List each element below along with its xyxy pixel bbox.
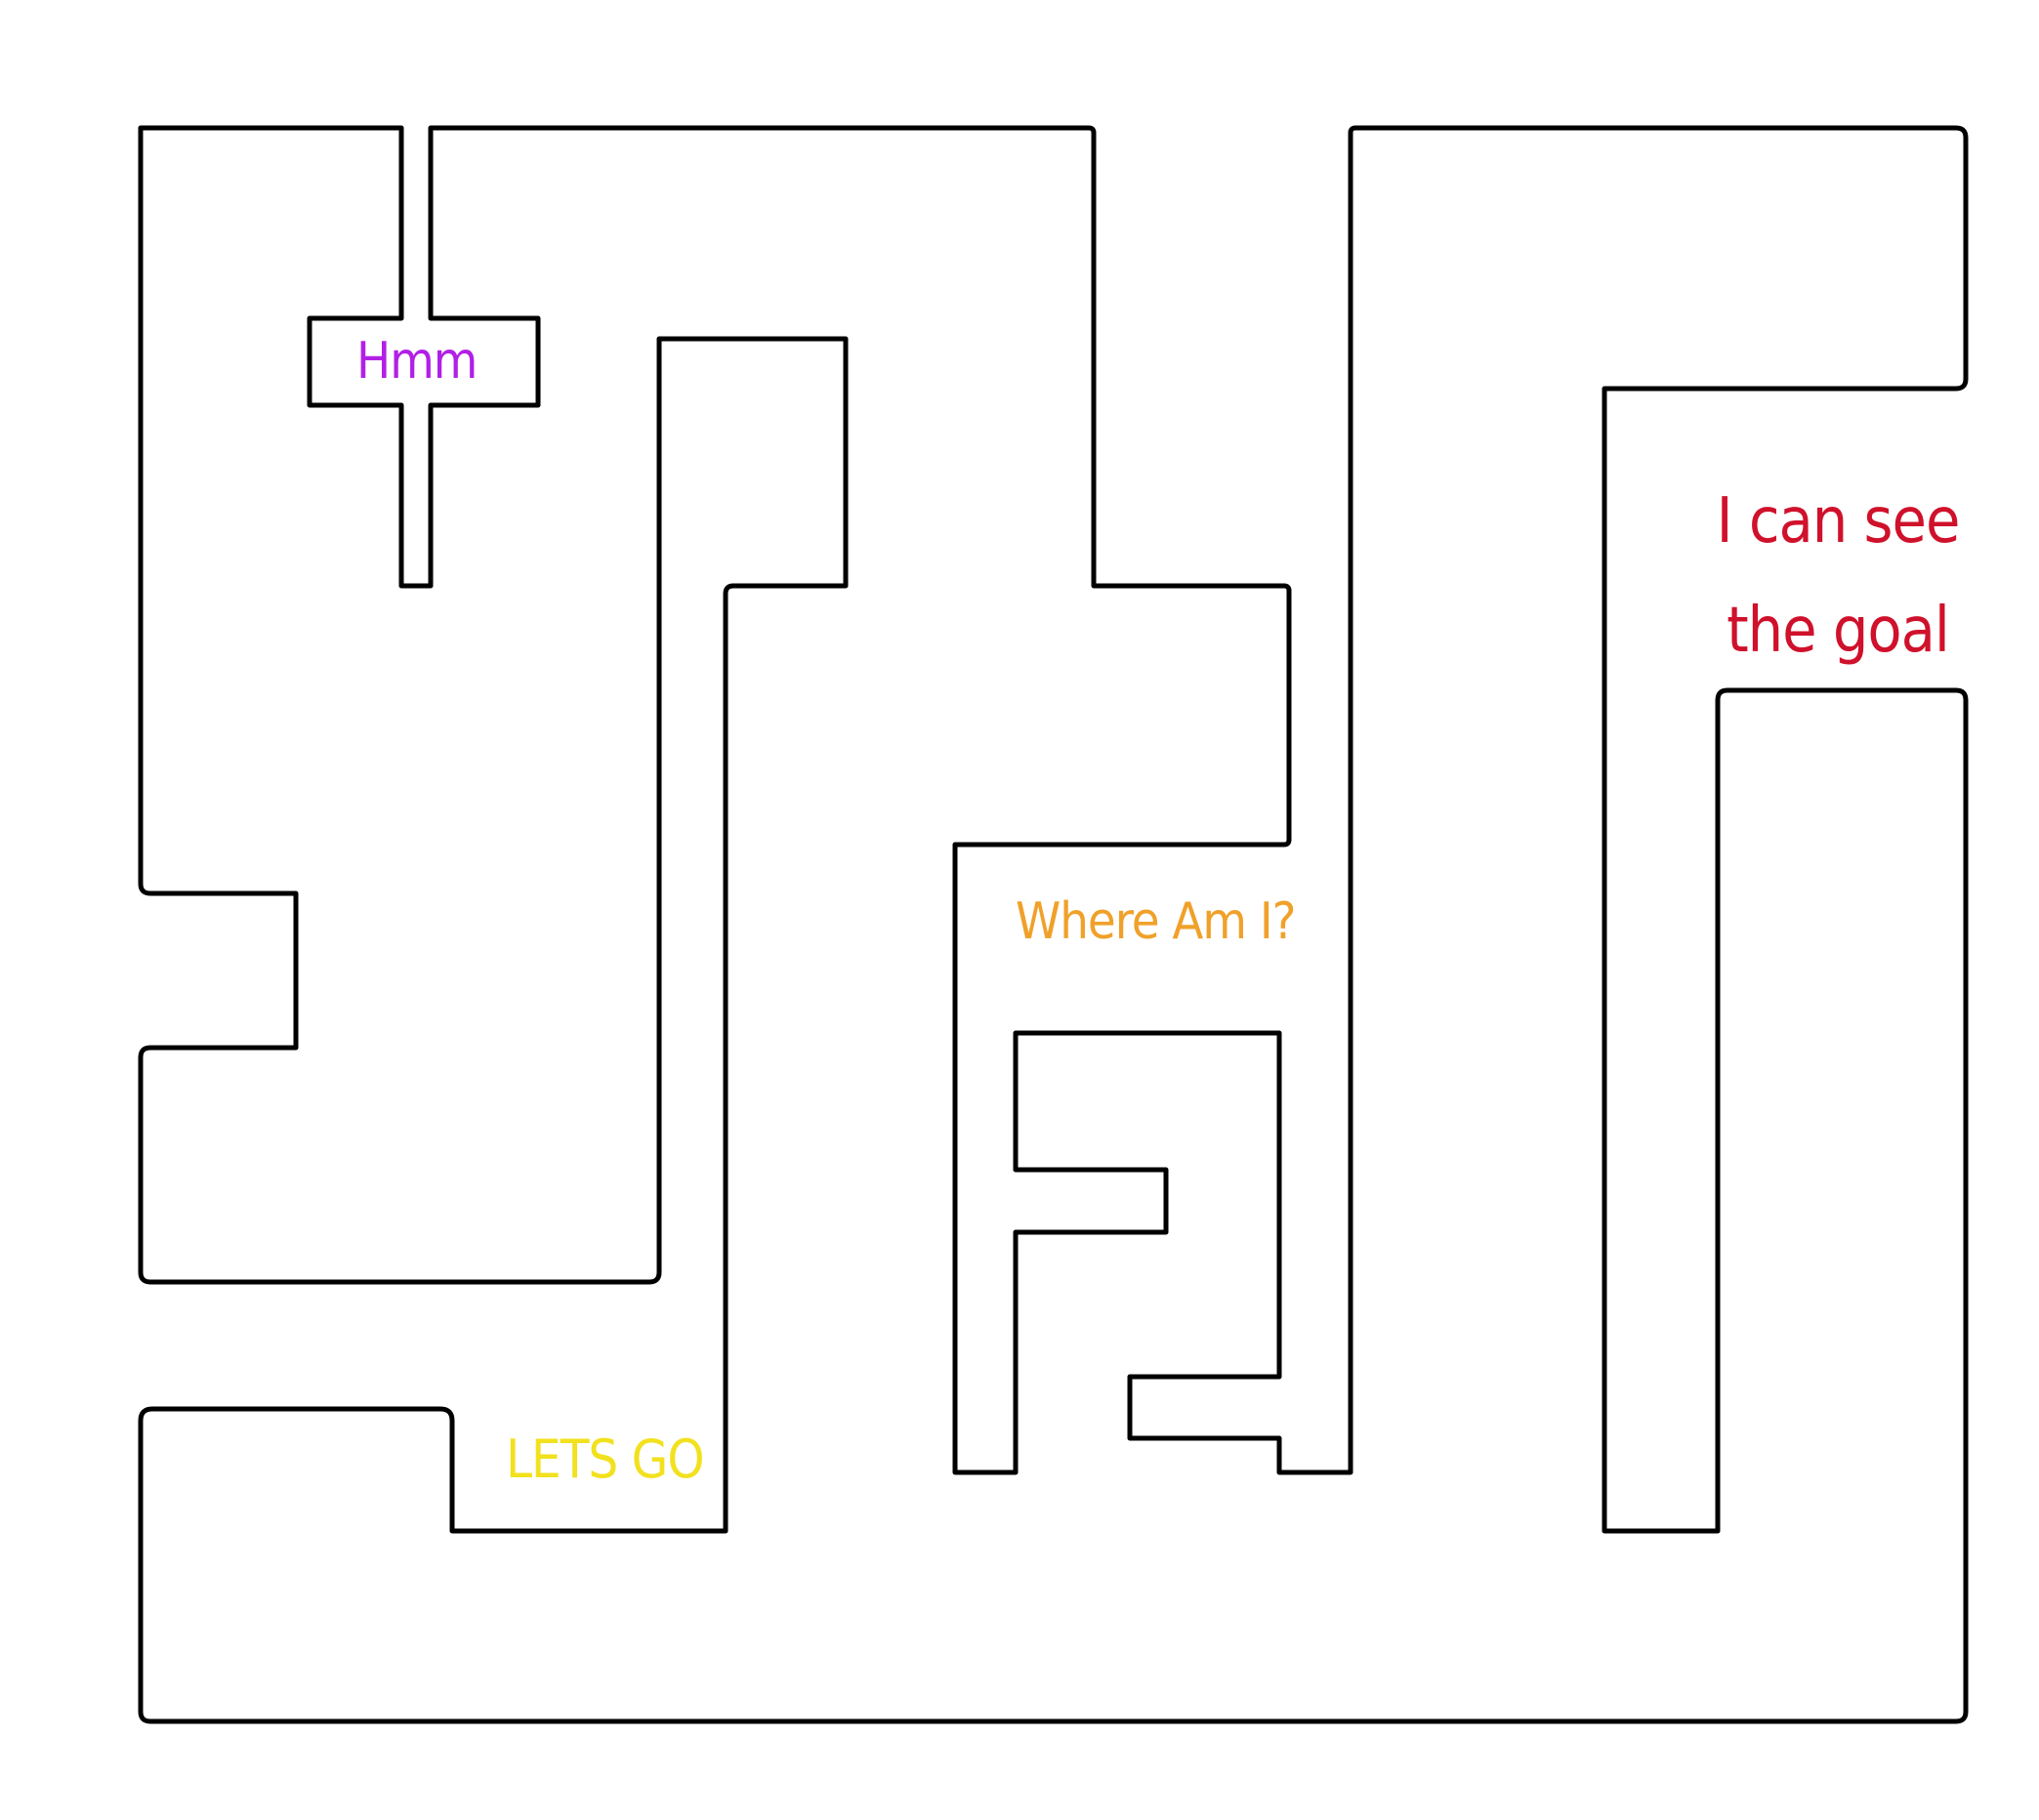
label-goal-line-1: I can see — [1716, 485, 1961, 558]
label-where-am-i: Where Am I? — [1016, 892, 1296, 951]
label-hmm: Hmm — [356, 332, 478, 391]
label-lets-go: LETS GO — [506, 1428, 705, 1490]
label-goal: I can see the goal — [1701, 467, 1975, 685]
maze-wall-left-region — [138, 125, 1969, 1724]
label-goal-line-2: the goal — [1727, 595, 1950, 667]
